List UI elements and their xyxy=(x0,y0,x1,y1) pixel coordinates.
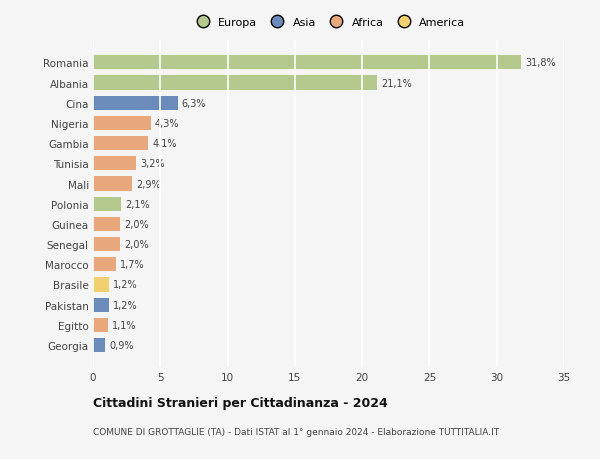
Text: 0,9%: 0,9% xyxy=(109,340,134,350)
Bar xyxy=(93,338,105,353)
Bar xyxy=(93,117,151,131)
Text: 4,1%: 4,1% xyxy=(152,139,177,149)
Bar xyxy=(93,56,521,70)
Legend: Europa, Asia, Africa, America: Europa, Asia, Africa, America xyxy=(191,17,466,28)
Bar xyxy=(93,157,136,171)
Bar xyxy=(93,76,377,90)
Bar xyxy=(93,278,109,292)
Text: 1,2%: 1,2% xyxy=(113,300,138,310)
Text: 2,9%: 2,9% xyxy=(136,179,161,189)
Bar xyxy=(93,237,120,252)
Bar xyxy=(93,197,121,211)
Text: 2,0%: 2,0% xyxy=(124,219,149,230)
Bar xyxy=(93,298,109,312)
Text: 2,1%: 2,1% xyxy=(125,199,150,209)
Text: 1,2%: 1,2% xyxy=(113,280,138,290)
Bar xyxy=(93,137,148,151)
Text: 1,1%: 1,1% xyxy=(112,320,136,330)
Bar xyxy=(93,218,120,231)
Bar xyxy=(93,318,108,332)
Bar xyxy=(93,257,116,272)
Text: 3,2%: 3,2% xyxy=(140,159,165,169)
Text: 21,1%: 21,1% xyxy=(381,78,412,88)
Text: 6,3%: 6,3% xyxy=(182,99,206,108)
Text: 1,7%: 1,7% xyxy=(120,260,145,270)
Text: Cittadini Stranieri per Cittadinanza - 2024: Cittadini Stranieri per Cittadinanza - 2… xyxy=(93,396,388,409)
Text: 4,3%: 4,3% xyxy=(155,118,179,129)
Bar xyxy=(93,96,178,111)
Bar xyxy=(93,177,132,191)
Text: COMUNE DI GROTTAGLIE (TA) - Dati ISTAT al 1° gennaio 2024 - Elaborazione TUTTITA: COMUNE DI GROTTAGLIE (TA) - Dati ISTAT a… xyxy=(93,427,499,436)
Text: 2,0%: 2,0% xyxy=(124,240,149,250)
Text: 31,8%: 31,8% xyxy=(525,58,556,68)
